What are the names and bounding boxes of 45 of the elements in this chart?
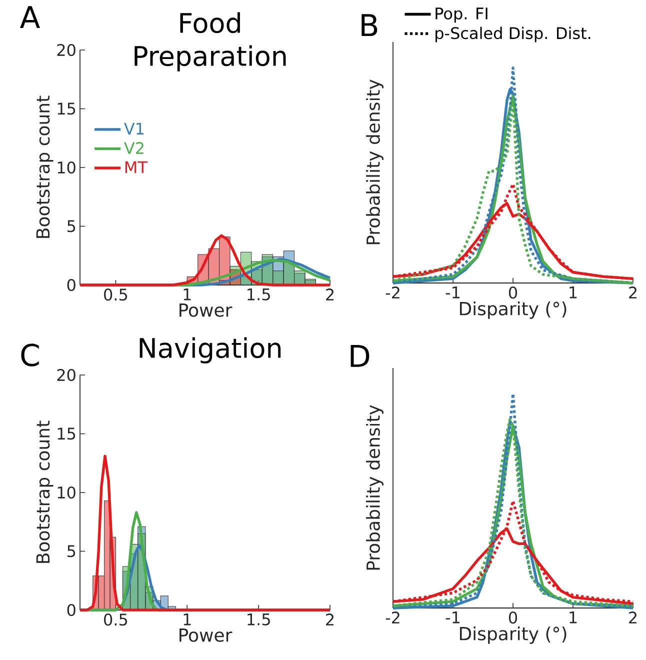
x-tick-label: 1 — [570, 286, 577, 298]
x-tick-label: -1 — [446, 612, 460, 624]
x-tick-label: 2 — [326, 614, 334, 626]
x-tick-label: -2 — [386, 612, 400, 624]
legend-label: MT — [125, 161, 148, 174]
y-tick-label: 20 — [57, 44, 76, 56]
x-tick-label: 2 — [629, 612, 636, 624]
text: A — [20, 6, 40, 28]
x-axis-title: Power — [180, 628, 232, 642]
x-axis-title: Disparity (°) — [460, 626, 566, 644]
y-axis-title: Bootstrap count — [36, 96, 54, 238]
x-tick-label: 1 — [184, 614, 191, 626]
y-tick-label: 10 — [58, 486, 76, 499]
y-tick-label: 15 — [58, 102, 76, 115]
x-tick-label: -1 — [446, 286, 460, 298]
legend-label: Pop. FI — [436, 8, 488, 23]
legend-label: V2 — [124, 142, 144, 154]
x-tick-label: -2 — [386, 286, 400, 298]
chart-title: Food Preparation — [134, 12, 286, 72]
x-tick-label: 2 — [326, 288, 334, 300]
x-tick-label: 0.5 — [104, 614, 128, 626]
text: B — [362, 14, 378, 36]
y-tick-label: 5 — [68, 545, 76, 558]
x-tick-label: 2 — [629, 286, 636, 298]
x-tick-label: 0.5 — [104, 288, 128, 301]
chart-title: Navigation — [140, 337, 281, 364]
x-tick-label: 1 — [184, 288, 191, 300]
y-tick-label: 5 — [68, 220, 76, 232]
legend-label: V1 — [124, 122, 144, 135]
x-tick-label: 1 — [570, 612, 577, 624]
x-tick-label: 1.5 — [248, 614, 270, 626]
text: C — [21, 344, 39, 366]
y-tick-label: 15 — [58, 428, 76, 440]
y-axis-title: Bootstrap count — [36, 420, 54, 563]
x-tick-label: 1.5 — [248, 288, 270, 300]
y-axis-title: Probability density — [366, 405, 384, 570]
x-axis-title: Power — [180, 303, 232, 317]
x-tick-label: 0 — [508, 286, 518, 299]
y-axis-title: Probability density — [366, 80, 384, 244]
x-tick-label: 0 — [508, 612, 518, 624]
legend-label: p-Scaled Disp. Dist. — [436, 26, 590, 42]
y-tick-label: 20 — [57, 368, 76, 382]
text: D — [350, 345, 370, 367]
y-tick-label: 10 — [58, 161, 76, 174]
x-axis-title: Disparity (°) — [460, 301, 566, 319]
